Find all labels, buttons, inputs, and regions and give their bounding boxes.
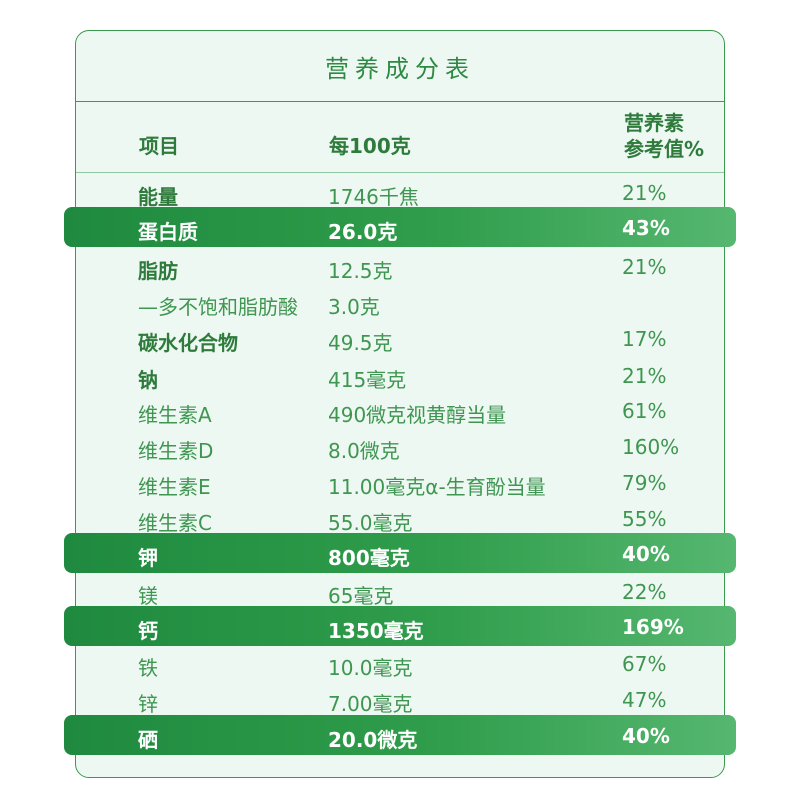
row-value: 20.0微克 — [328, 728, 418, 752]
row-value: 7.00毫克 — [328, 692, 413, 716]
row-nrv: 47% — [622, 688, 667, 712]
row-nrv: 67% — [622, 652, 667, 676]
row-value: 415毫克 — [328, 368, 407, 392]
row-value: 8.0微克 — [328, 439, 400, 463]
row-name: 能量 — [138, 185, 178, 209]
row-nrv: 169% — [622, 615, 684, 639]
row-value: 26.0克 — [328, 220, 398, 244]
row-name: 蛋白质 — [138, 220, 198, 244]
row-value: 11.00毫克α-生育酚当量 — [328, 475, 546, 499]
header-nrv-line1: 营养素 — [624, 111, 684, 135]
row-value: 55.0毫克 — [328, 511, 413, 535]
table-row-calcium: 钙 1350毫克 169% — [64, 606, 736, 646]
row-value: 10.0毫克 — [328, 656, 413, 680]
table-row-zinc: 锌 7.00毫克 47% — [0, 681, 800, 717]
row-name: 硒 — [138, 728, 158, 752]
row-nrv: 40% — [622, 724, 670, 748]
row-name: 维生素E — [138, 475, 211, 499]
nutrition-facts-card: 营养成分表 项目 每100克 营养素 参考值% — [75, 30, 725, 778]
table-row-vitamin-d: 维生素D 8.0微克 160% — [0, 428, 800, 464]
row-value: 800毫克 — [328, 546, 410, 570]
row-nrv: 17% — [622, 327, 667, 351]
header-nrv-line2: 参考值% — [624, 137, 705, 161]
header-per-100g: 每100克 — [329, 134, 411, 158]
row-nrv: 21% — [622, 255, 667, 279]
row-nrv: 61% — [622, 399, 667, 423]
row-value: 1350毫克 — [328, 619, 424, 643]
row-value: 65毫克 — [328, 584, 394, 608]
row-value: 12.5克 — [328, 259, 393, 283]
row-value: 1746千焦 — [328, 185, 419, 209]
row-name: 钾 — [138, 546, 158, 570]
table-title: 营养成分表 — [76, 31, 724, 102]
table-row-energy: 能量 1746千焦 21% — [0, 174, 800, 210]
header-nrv: 营养素 参考值% — [624, 110, 704, 162]
table-row-selenium: 硒 20.0微克 40% — [64, 715, 736, 755]
row-value: 490微克视黄醇当量 — [328, 403, 507, 427]
row-nrv: 160% — [622, 435, 680, 459]
row-value: 49.5克 — [328, 331, 393, 355]
table-row-carbohydrate: 碳水化合物 49.5克 17% — [0, 320, 800, 356]
row-name: 维生素D — [138, 439, 214, 463]
row-name: 钠 — [138, 368, 158, 392]
table-row-vitamin-a: 维生素A 490微克视黄醇当量 61% — [0, 392, 800, 428]
row-nrv: 21% — [622, 364, 667, 388]
row-name: 维生素A — [138, 403, 212, 427]
row-nrv: 55% — [622, 507, 667, 531]
table-row-fat: 脂肪 12.5克 21% — [0, 248, 800, 284]
row-nrv: 22% — [622, 580, 667, 604]
row-nrv: 79% — [622, 471, 667, 495]
row-name: 维生素C — [138, 511, 212, 535]
row-name: 脂肪 — [138, 259, 178, 283]
table-row-vitamin-c: 维生素C 55.0毫克 55% — [0, 500, 800, 536]
row-name: 碳水化合物 — [138, 331, 238, 355]
row-name: 镁 — [138, 584, 158, 608]
row-name: 锌 — [138, 692, 158, 716]
table-header: 项目 每100克 营养素 参考值% — [76, 102, 724, 173]
table-row-vitamin-e: 维生素E 11.00毫克α-生育酚当量 79% — [0, 464, 800, 500]
row-name: 钙 — [138, 619, 158, 643]
table-row-iron: 铁 10.0毫克 67% — [0, 645, 800, 681]
row-nrv: 40% — [622, 542, 670, 566]
table-row-sodium: 钠 415毫克 21% — [0, 357, 800, 393]
table-row-magnesium: 镁 65毫克 22% — [0, 573, 800, 609]
table-row-potassium: 钾 800毫克 40% — [64, 533, 736, 573]
row-nrv: 43% — [622, 216, 670, 240]
row-name: —多不饱和脂肪酸 — [138, 295, 298, 319]
header-item: 项目 — [139, 134, 179, 158]
table-row-protein: 蛋白质 26.0克 43% — [64, 207, 736, 247]
table-row-pufa: —多不饱和脂肪酸 3.0克 — [0, 284, 800, 320]
row-name: 铁 — [138, 656, 158, 680]
row-value: 3.0克 — [328, 295, 380, 319]
row-nrv: 21% — [622, 181, 667, 205]
